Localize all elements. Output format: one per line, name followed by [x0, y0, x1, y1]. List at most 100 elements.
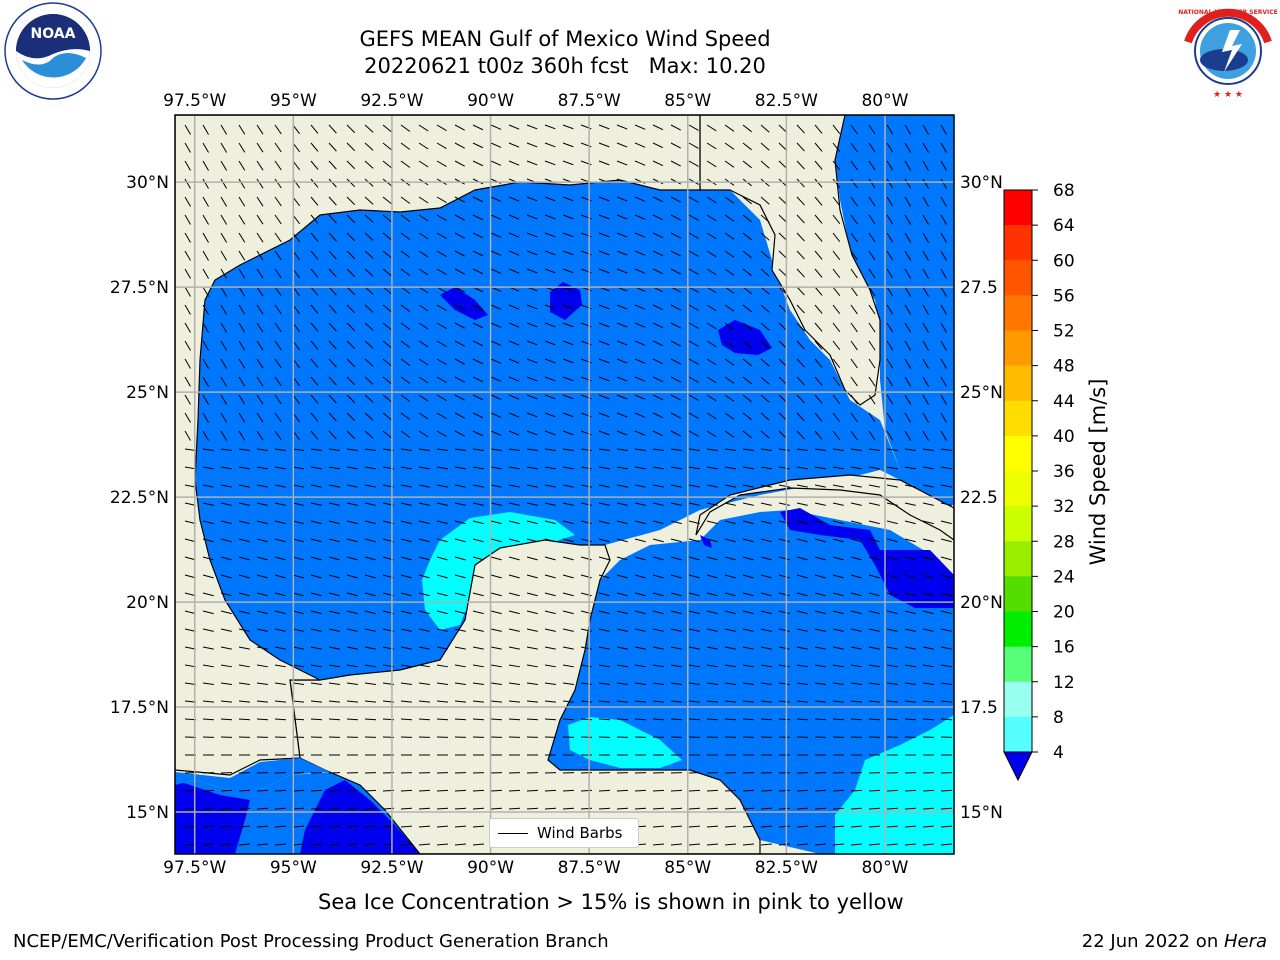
wind-barb [418, 286, 429, 294]
wind-barb [850, 718, 863, 721]
wind-barb [814, 340, 823, 350]
wind-barb [508, 160, 520, 166]
wind-barb [832, 556, 844, 561]
wind-barb [670, 520, 682, 525]
wind-barb [274, 682, 286, 685]
wind-barb [598, 520, 610, 525]
wind-barb [886, 322, 894, 333]
wind-barb [706, 160, 717, 168]
wind-barb [940, 807, 953, 810]
wind-barb [526, 196, 538, 202]
colorbar-segment [1004, 506, 1032, 542]
wind-barb [904, 124, 912, 135]
wind-barb [436, 628, 448, 632]
wind-barb [868, 376, 876, 387]
wind-barb [706, 466, 718, 470]
wind-barb [220, 178, 228, 189]
wind-barb [400, 412, 411, 420]
wind-barb [778, 322, 788, 332]
wind-barb [292, 322, 301, 333]
wind-barb [832, 807, 845, 810]
wind-barb [652, 250, 664, 257]
wind-barb [850, 340, 858, 351]
wind-barb [904, 214, 912, 225]
wind-barb [526, 448, 538, 451]
wind-barb [400, 843, 413, 846]
wind-barb [310, 843, 323, 846]
wind-barb [634, 340, 646, 346]
wind-barb [868, 394, 876, 405]
wind-barb [472, 807, 485, 810]
wind-barb [364, 646, 376, 650]
wind-barb [904, 430, 912, 441]
wind-barb [796, 178, 805, 188]
wind-barb [850, 430, 858, 441]
wind-barb [760, 232, 770, 241]
wind-barb [184, 628, 196, 632]
noaa-logo: NOAA [4, 2, 102, 100]
wind-barb [652, 268, 664, 275]
wind-barb [418, 232, 429, 240]
wind-barb [742, 394, 752, 403]
wind-barb [310, 250, 319, 260]
wind-barb [616, 592, 628, 597]
wind-barb [184, 250, 191, 261]
wind-barb [310, 448, 322, 451]
wind-barb [670, 843, 683, 846]
wind-barb [256, 142, 264, 153]
wind-barb [796, 484, 808, 488]
wind-barb [778, 430, 788, 440]
wind-barb [328, 196, 337, 206]
wind-barb [634, 142, 646, 148]
wind-barb [868, 610, 880, 615]
wind-barb [652, 466, 664, 470]
wind-barb [436, 682, 448, 685]
wind-barb [508, 412, 520, 418]
wind-barb [670, 700, 682, 703]
wind-barb [310, 304, 319, 314]
wind-barb [472, 412, 484, 419]
wind-barb [688, 538, 700, 543]
wind-barb [688, 789, 701, 792]
wind-barb [436, 430, 447, 437]
wind-barb [526, 520, 538, 525]
wind-barb [346, 250, 356, 260]
wind-barb [418, 160, 429, 168]
wind-barb [364, 268, 374, 277]
wind-barb [778, 358, 788, 368]
wind-barb [742, 124, 752, 133]
wind-barb [886, 178, 894, 189]
wind-barb [832, 574, 844, 579]
wind-barb [814, 448, 826, 451]
wind-barb [922, 646, 934, 650]
wind-barb [328, 448, 340, 451]
wind-barb [292, 268, 301, 279]
footer-date-text: 22 Jun 2022 on [1081, 931, 1224, 952]
wind-barb [742, 232, 752, 241]
wind-barb [436, 394, 447, 401]
wind-barb [436, 268, 447, 275]
wind-barb [490, 682, 502, 685]
wind-barb [364, 124, 374, 133]
wind-barb [346, 538, 358, 543]
wind-barb [220, 232, 228, 243]
wind-barb [436, 825, 449, 828]
wind-barb [436, 574, 448, 579]
wind-barb [580, 718, 593, 721]
wind-barb [292, 789, 305, 792]
wind-barb [364, 196, 374, 205]
wind-barb [616, 610, 628, 615]
wind-barb [922, 700, 934, 703]
wind-barb [544, 430, 556, 436]
wind-barb [670, 682, 682, 685]
wind-barb [508, 214, 520, 220]
wind-barb [220, 196, 228, 207]
wind-barb [184, 376, 191, 387]
wind-barb [274, 430, 282, 441]
wind-barb [670, 124, 682, 131]
wind-barb [688, 502, 700, 506]
wind-barb [598, 340, 610, 346]
wind-barb [940, 825, 953, 828]
wind-barb [184, 322, 191, 333]
lon-label-top: 92.5°W [360, 91, 423, 111]
